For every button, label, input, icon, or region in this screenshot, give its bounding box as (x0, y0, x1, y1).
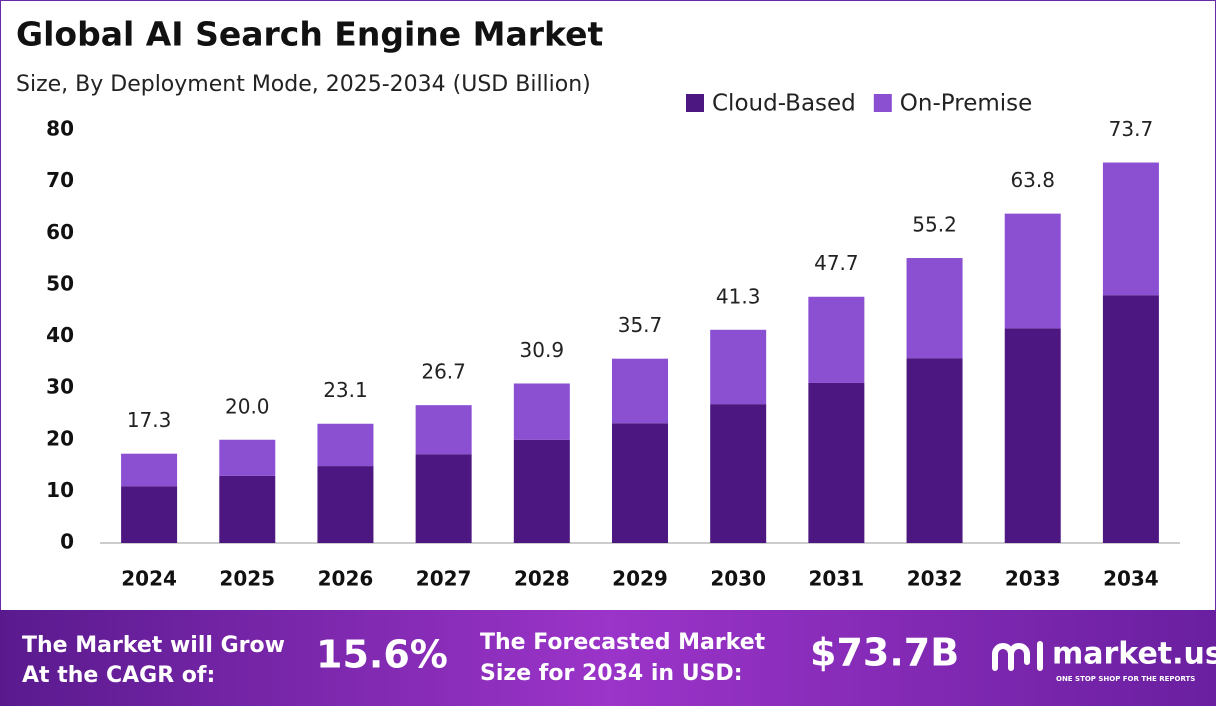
bar-segment (317, 466, 374, 543)
bar-segment (513, 383, 570, 440)
x-tick-label: 2031 (809, 567, 865, 591)
legend-swatch (686, 94, 704, 112)
y-tick-label: 40 (46, 323, 74, 347)
footer-band (0, 610, 1216, 706)
brand-logo (992, 641, 1043, 671)
x-tick-label: 2033 (1005, 567, 1061, 591)
chart-title: Global AI Search Engine Market (16, 15, 603, 54)
x-tick-label: 2024 (121, 567, 177, 591)
bar-segment (808, 382, 865, 543)
x-tick-label: 2026 (318, 567, 374, 591)
y-tick-label: 30 (46, 375, 74, 399)
bar-segment (1004, 328, 1061, 543)
bar-segment (219, 439, 276, 476)
x-tick-label: 2025 (219, 567, 275, 591)
total-label: 47.7 (814, 251, 859, 275)
y-tick-label: 10 (46, 478, 74, 502)
y-tick-label: 50 (46, 271, 74, 295)
total-label: 41.3 (716, 284, 761, 308)
total-label: 20.0 (225, 394, 270, 418)
bar-segment (219, 475, 276, 543)
legend-label: On-Premise (900, 91, 1032, 117)
x-tick-label: 2034 (1103, 567, 1159, 591)
bar-segment (1102, 162, 1159, 296)
bar-segment (415, 405, 472, 455)
y-tick-label: 0 (60, 530, 74, 554)
total-label: 73.7 (1109, 117, 1154, 141)
bar-segment (710, 329, 767, 405)
x-tick-label: 2029 (612, 567, 668, 591)
chart-subtitle: Size, By Deployment Mode, 2025-2034 (USD… (16, 72, 591, 97)
bar-segment (1004, 213, 1061, 329)
total-label: 55.2 (912, 213, 957, 237)
legend-swatch (873, 94, 892, 112)
bar-segment (415, 454, 472, 543)
bar-segment (1102, 295, 1159, 543)
total-label: 17.3 (127, 408, 172, 432)
total-label: 23.1 (323, 378, 368, 402)
y-tick-label: 20 (46, 426, 74, 450)
bar-segment (612, 358, 668, 424)
bar-segment (808, 296, 865, 383)
x-tick-label: 2028 (514, 567, 570, 591)
bar-segment (317, 423, 374, 467)
legend-label: Cloud-Based (712, 91, 856, 117)
cagr-text: The Market will Grow (22, 633, 285, 658)
size-text: The Forecasted Market (480, 630, 766, 655)
cagr-text: At the CAGR of: (22, 663, 215, 688)
x-tick-label: 2030 (710, 567, 766, 591)
total-label: 26.7 (421, 360, 466, 384)
total-label: 35.7 (618, 313, 663, 337)
size-text: Size for 2034 in USD: (480, 661, 743, 686)
brand-name: market.us (1052, 637, 1216, 672)
bar-segment (612, 423, 668, 543)
x-tick-label: 2027 (416, 567, 472, 591)
total-label: 63.8 (1010, 168, 1055, 192)
total-label: 30.9 (520, 338, 565, 362)
size-value: $73.7B (810, 631, 959, 675)
bar-segment (906, 358, 963, 543)
y-tick-label: 80 (46, 117, 74, 141)
bar-segment (513, 439, 570, 543)
cagr-value: 15.6% (316, 633, 448, 677)
x-tick-label: 2032 (907, 567, 963, 591)
bar-segment (710, 404, 767, 543)
brand-tagline: ONE STOP SHOP FOR THE REPORTS (1056, 675, 1195, 683)
y-tick-label: 60 (46, 220, 74, 244)
bar-segment (121, 453, 178, 487)
y-tick-label: 70 (46, 168, 74, 192)
bar-segment (906, 258, 963, 359)
bar-segment (121, 486, 178, 543)
